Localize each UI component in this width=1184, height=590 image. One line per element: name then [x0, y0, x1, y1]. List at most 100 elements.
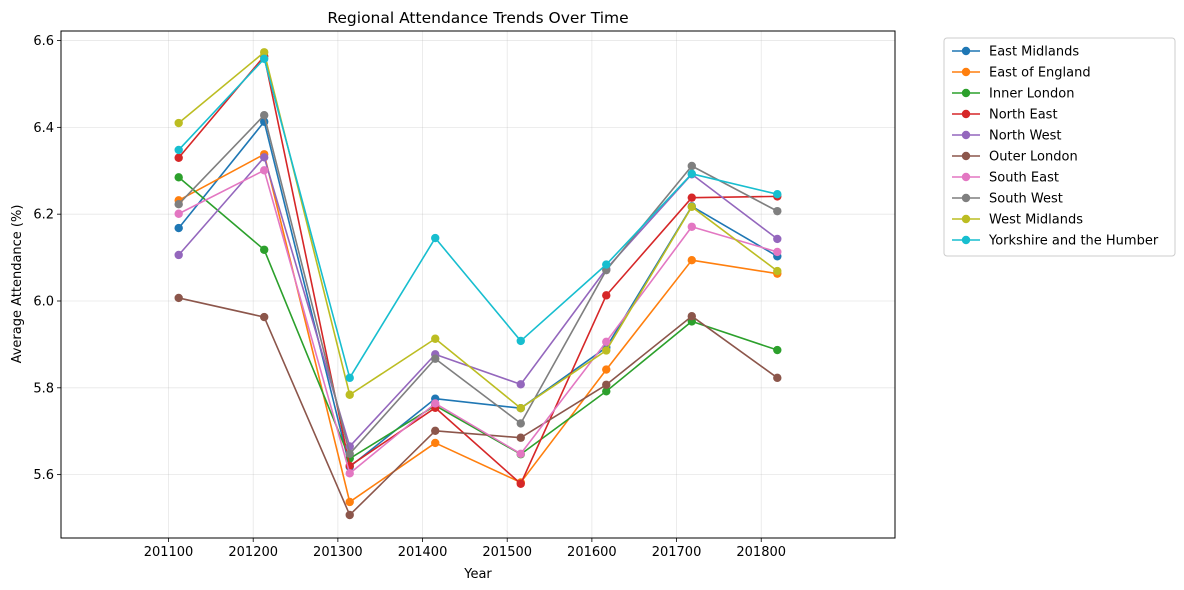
series-line: [178, 153, 778, 503]
legend-label: West Midlands: [989, 213, 1083, 228]
data-point: [260, 245, 269, 254]
y-tick-label: 6.0: [33, 294, 54, 309]
x-axis-label: Year: [463, 567, 492, 582]
data-point: [687, 169, 696, 179]
data-point: [345, 510, 354, 520]
series-south-east: [174, 166, 782, 478]
data-point: [431, 438, 440, 448]
series-outer-london: [174, 293, 782, 520]
data-point: [345, 497, 354, 507]
legend-label: East Midlands: [989, 45, 1079, 60]
data-point: [516, 419, 525, 428]
data-point: [431, 334, 440, 343]
data-point: [431, 426, 440, 435]
data-point: [602, 260, 611, 269]
plot-frame: [60, 30, 896, 539]
legend-item: East of England: [952, 66, 1091, 81]
legend-marker: [961, 130, 971, 140]
y-tick-label: 5.6: [33, 468, 54, 483]
legend-item: East Midlands: [952, 45, 1079, 60]
data-point: [431, 233, 440, 243]
legend-item: Outer London: [952, 150, 1078, 165]
x-tick-label: 201200: [228, 545, 278, 560]
series-south-west: [174, 111, 782, 458]
data-point: [174, 145, 183, 155]
data-point: [174, 250, 183, 260]
legend-frame: [943, 37, 1176, 257]
data-point: [773, 247, 782, 257]
data-point: [687, 202, 696, 212]
data-point: [260, 312, 269, 322]
legend-marker: [961, 67, 971, 77]
data-point: [687, 222, 696, 231]
data-point: [345, 449, 354, 458]
data-point: [773, 373, 782, 383]
series-line: [178, 169, 778, 475]
legend-item: Yorkshire and the Humber: [952, 234, 1159, 249]
legend-marker: [961, 214, 971, 224]
data-point: [174, 118, 183, 128]
series-line: [178, 51, 778, 410]
legend-marker: [961, 172, 971, 182]
series-lines: [174, 48, 782, 520]
data-point: [602, 291, 611, 300]
series-line: [178, 297, 778, 516]
data-point: [773, 206, 782, 216]
legend-marker: [961, 235, 971, 245]
data-point: [773, 345, 782, 355]
data-point: [174, 209, 183, 218]
x-tick-label: 201700: [652, 545, 702, 560]
x-tick-label: 201500: [482, 545, 532, 560]
series-line: [178, 176, 778, 460]
legend-label: South East: [989, 171, 1059, 186]
data-point: [431, 399, 440, 408]
data-point: [516, 479, 525, 488]
y-axis-label: Average Attendance (%): [10, 205, 25, 364]
data-point: [345, 390, 354, 399]
data-point: [687, 193, 696, 202]
chart-title: Regional Attendance Trends Over Time: [327, 9, 628, 27]
legend-label: South West: [989, 192, 1063, 207]
legend-marker: [961, 88, 971, 98]
legend-marker: [961, 46, 971, 56]
data-point: [773, 266, 782, 276]
data-point: [431, 354, 440, 363]
data-point: [174, 293, 183, 303]
y-tick-label: 6.6: [33, 34, 54, 49]
data-point: [345, 373, 354, 383]
legend-item: Inner London: [952, 87, 1074, 102]
x-tick-label: 201800: [736, 545, 786, 560]
data-point: [516, 404, 525, 413]
data-point: [687, 311, 696, 321]
y-tick-label: 6.4: [33, 121, 54, 136]
data-point: [516, 433, 525, 442]
legend-item: South West: [952, 192, 1063, 207]
axis-ticks: 201100 201200 201300 201400 201500 201600 2017…: [33, 34, 786, 560]
data-point: [602, 380, 611, 389]
y-tick-label: 6.2: [33, 208, 54, 223]
legend-label: East of England: [989, 66, 1091, 81]
legend-item: North East: [952, 108, 1058, 123]
legend-item: North West: [952, 129, 1061, 144]
data-point: [773, 234, 782, 244]
data-point: [602, 387, 611, 396]
data-point: [260, 166, 269, 175]
series-line: [178, 114, 778, 455]
legend-marker: [961, 193, 971, 203]
data-point: [602, 346, 611, 355]
y-tick-label: 5.8: [33, 381, 54, 396]
data-point: [687, 255, 696, 265]
series-line: [178, 55, 778, 485]
data-point: [602, 365, 611, 374]
data-point: [174, 173, 183, 182]
legend-label: Inner London: [989, 87, 1074, 102]
data-point: [174, 223, 183, 233]
data-point: [260, 111, 269, 120]
legend-item: West Midlands: [952, 213, 1083, 228]
series-yorkshire-and-the-humber: [174, 54, 782, 383]
data-point: [260, 54, 269, 63]
data-point: [260, 153, 269, 162]
legend-label: North East: [989, 108, 1058, 123]
legend-marker: [961, 151, 971, 161]
